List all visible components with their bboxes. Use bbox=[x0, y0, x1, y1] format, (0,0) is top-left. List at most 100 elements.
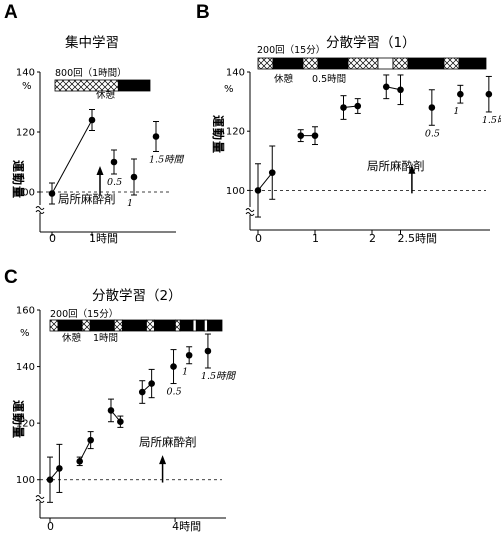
data-point bbox=[428, 104, 436, 111]
y-tick-label: 160 bbox=[16, 306, 35, 317]
schedule-segment-black bbox=[458, 57, 487, 70]
data-point bbox=[152, 133, 160, 140]
schedule-segment-train bbox=[146, 319, 155, 332]
schedule-label-b: 200回（15分） bbox=[257, 44, 325, 56]
axis-break-mark bbox=[245, 208, 255, 216]
data-point-label: 1 bbox=[453, 106, 459, 117]
data-point bbox=[107, 407, 115, 414]
axis-break-mark bbox=[35, 206, 45, 214]
y-tick-label: 140 bbox=[16, 68, 35, 79]
y-tick-label: 100 bbox=[16, 475, 35, 486]
schedule-segment-black bbox=[121, 319, 147, 332]
data-point bbox=[340, 104, 347, 111]
data-point bbox=[48, 190, 56, 197]
ylabel-a: 運動量 bbox=[11, 160, 26, 199]
data-point bbox=[297, 132, 305, 139]
schedule-segment-train bbox=[443, 57, 460, 70]
schedule-segment-train bbox=[174, 319, 181, 332]
data-point bbox=[457, 90, 464, 98]
data-point bbox=[485, 90, 493, 98]
y-tick-label: 120 bbox=[226, 127, 245, 138]
ylabel-b: 運動量 bbox=[211, 115, 226, 154]
series-connector-line bbox=[79, 439, 92, 462]
data-point bbox=[130, 173, 138, 181]
schedule-segment-black bbox=[317, 57, 349, 70]
schedule-segment-white bbox=[203, 319, 208, 332]
data-point-label: 1.5時間 bbox=[149, 155, 185, 166]
schedule-segment-black bbox=[179, 319, 194, 332]
y-tick-label: 100 bbox=[226, 186, 245, 197]
schedule-segment-train bbox=[347, 57, 379, 70]
data-point bbox=[148, 380, 155, 387]
data-point bbox=[138, 388, 146, 396]
rest-label-c: 休憩 bbox=[62, 332, 82, 344]
panel-label-a: A bbox=[4, 2, 18, 23]
data-point bbox=[110, 158, 118, 166]
schedule-label-a: 800回（1時間） bbox=[55, 67, 127, 79]
series-connector-line bbox=[51, 119, 93, 194]
annotation-c: 局所麻酔剤 bbox=[139, 435, 197, 449]
data-point bbox=[46, 476, 54, 484]
data-point bbox=[254, 187, 262, 194]
data-point-label: 0.5 bbox=[167, 387, 182, 398]
panel-label-c: C bbox=[4, 267, 18, 288]
y-tick-label: 140 bbox=[16, 362, 35, 373]
data-point bbox=[88, 116, 96, 124]
y-tick-label: 100 bbox=[16, 188, 35, 199]
schedule-segment-train bbox=[54, 79, 119, 92]
schedule-segment-train bbox=[302, 57, 319, 70]
schedule-segment-white bbox=[192, 319, 197, 332]
schedule-segment-train bbox=[392, 57, 409, 70]
chart-panel-b: 100 120 140 0 1 2 2.5時間 0.5 1 1.5時間 bbox=[226, 57, 501, 245]
data-point bbox=[204, 347, 212, 355]
y-tick-label: 120 bbox=[16, 128, 35, 139]
schedule-segment-train bbox=[49, 319, 59, 332]
data-point bbox=[117, 418, 124, 426]
annotation-arrow-head bbox=[96, 166, 104, 175]
title-b: 分散学習（1） bbox=[326, 35, 416, 51]
data-point-label: 0.5 bbox=[425, 128, 440, 139]
yunit-a: % bbox=[22, 81, 32, 92]
data-point bbox=[170, 363, 177, 370]
data-point bbox=[76, 458, 84, 465]
x-tick-label: 0 bbox=[255, 232, 262, 245]
title-c: 分散学習（2） bbox=[92, 288, 182, 304]
schedule-segment-black bbox=[207, 319, 223, 332]
annotation-b: 局所麻酔剤 bbox=[367, 159, 425, 173]
schedule-segment-black bbox=[57, 319, 83, 332]
schedule-segment-black bbox=[195, 319, 205, 332]
yunit-b: % bbox=[224, 84, 234, 95]
series-connector-line bbox=[257, 172, 273, 191]
schedule-segment-black bbox=[407, 57, 445, 70]
chart-panel-c: 100 120 140 160 0 4時間 0.51 1.5時間 bbox=[16, 306, 237, 534]
data-point-label: 1 bbox=[127, 198, 133, 209]
data-point bbox=[56, 465, 63, 472]
schedule-segment-black bbox=[154, 319, 176, 332]
yunit-c: % bbox=[20, 328, 30, 339]
schedule-segment-black bbox=[117, 79, 151, 92]
x-tick-label: 0 bbox=[49, 232, 56, 245]
interval-label-c: 1時間 bbox=[93, 333, 118, 344]
x-tick-label: 1 bbox=[312, 232, 319, 245]
schedule-segment-black bbox=[89, 319, 115, 332]
data-point-label: 1 bbox=[182, 367, 188, 378]
chart-panel-a: 100 120 140 0 1時間 0.5 1 1.5時間 bbox=[16, 68, 185, 246]
schedule-segment-train bbox=[257, 57, 274, 70]
data-point-label: 1.5時間 bbox=[201, 371, 237, 382]
schedule-segment-white bbox=[377, 57, 394, 70]
panel-label-b: B bbox=[196, 2, 210, 23]
data-point bbox=[268, 169, 276, 176]
schedule-segment-black bbox=[272, 57, 304, 70]
rest-label-b: 休憩 bbox=[274, 73, 294, 85]
schedule-label-c: 200回（15分） bbox=[50, 308, 118, 320]
schedule-segment-train bbox=[81, 319, 91, 332]
data-point-label: 0.5 bbox=[107, 177, 122, 188]
annotation-a: 局所麻酔剤 bbox=[58, 192, 116, 206]
axis-break-mark bbox=[35, 495, 45, 503]
annotation-arrow-head bbox=[159, 455, 167, 465]
x-tick-label: 4時間 bbox=[172, 520, 201, 533]
data-point bbox=[311, 132, 319, 139]
data-point bbox=[185, 351, 193, 359]
rest-label-a: 休憩 bbox=[96, 89, 116, 101]
x-tick-label: 1時間 bbox=[89, 232, 118, 245]
